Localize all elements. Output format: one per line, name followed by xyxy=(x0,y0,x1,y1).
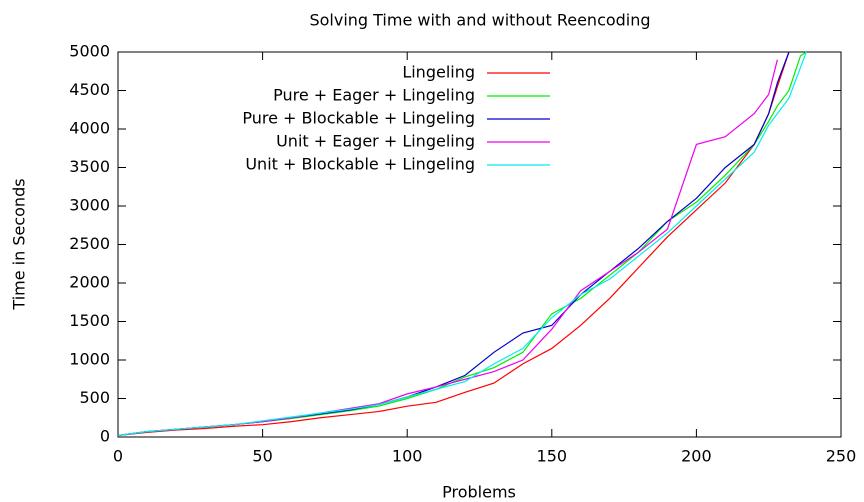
y-tick-label: 4000 xyxy=(69,119,110,138)
x-tick-label: 250 xyxy=(826,447,857,466)
y-tick-label: 3500 xyxy=(69,157,110,176)
y-tick-label: 1000 xyxy=(69,350,110,369)
x-tick-label: 50 xyxy=(252,447,272,466)
legend-label: Pure + Blockable + Lingeling xyxy=(242,109,475,128)
x-tick-label: 150 xyxy=(537,447,568,466)
plot-frame xyxy=(117,51,842,438)
legend-label: Unit + Blockable + Lingeling xyxy=(245,155,475,174)
legend-label: Unit + Eager + Lingeling xyxy=(276,132,475,151)
y-axis-label: Time in Seconds xyxy=(10,178,29,310)
y-tick-label: 1500 xyxy=(69,311,110,330)
legend-label: Lingeling xyxy=(402,63,475,82)
x-tick-label: 0 xyxy=(113,447,123,466)
x-axis-label: Problems xyxy=(442,483,516,502)
series-line xyxy=(117,51,790,437)
series-line xyxy=(117,51,807,437)
y-tick-label: 5000 xyxy=(69,42,110,61)
y-tick-label: 2500 xyxy=(69,234,110,253)
y-tick-label: 0 xyxy=(100,427,110,446)
legend-label: Pure + Eager + Lingeling xyxy=(273,86,475,105)
y-tick-label: 500 xyxy=(79,388,110,407)
y-tick-label: 2000 xyxy=(69,273,110,292)
y-tick-label: 4500 xyxy=(69,80,110,99)
x-tick-label: 100 xyxy=(392,447,423,466)
y-tick-label: 3000 xyxy=(69,196,110,215)
x-tick-label: 200 xyxy=(681,447,712,466)
chart-title: Solving Time with and without Reencoding xyxy=(309,11,650,30)
